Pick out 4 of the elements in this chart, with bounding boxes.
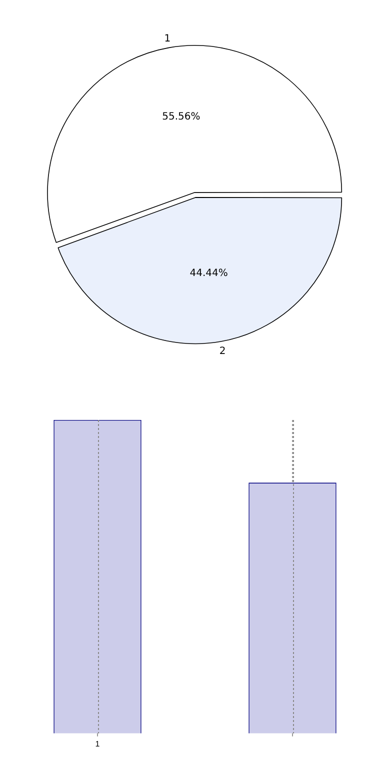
slice-label: 2 bbox=[219, 346, 226, 357]
data-label: 44.44% bbox=[190, 268, 228, 279]
slice-label: 1 bbox=[164, 33, 171, 44]
data-label: 55.56% bbox=[162, 111, 200, 122]
